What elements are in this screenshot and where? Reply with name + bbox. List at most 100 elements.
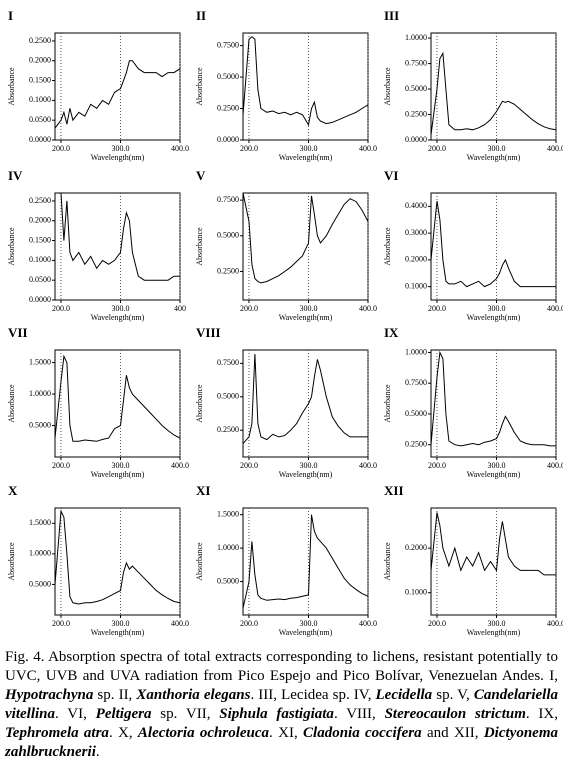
x-tick-label: 400.0 — [359, 619, 377, 628]
x-axis-label: Wavelength(nm) — [91, 628, 145, 637]
species: Dictyonema zahlbrucknerii — [5, 725, 558, 760]
x-axis-label: Wavelength(nm) — [467, 628, 521, 637]
species: Stereocaulon strictum — [384, 706, 526, 722]
species: Xanthoria elegans — [136, 687, 251, 703]
x-tick-label: 400.0 — [547, 461, 563, 470]
x-tick-label: 200.0 — [52, 144, 70, 153]
y-axis-label: Absorbance — [383, 384, 392, 423]
plot-frame — [430, 507, 557, 616]
y-tick-label: 1.5000 — [29, 357, 51, 366]
x-tick-label: 300.0 — [487, 304, 505, 313]
spectrum-panel: IV 0.0000 0.0500 0.1000 0.1500 0.2000 0.2500 20… — [7, 168, 186, 322]
x-tick-label: 300.0 — [299, 144, 317, 153]
spectrum-panel: XI 0.5000 1.0000 1.5000 200.0 300.0 400.0 Wavel… — [195, 483, 377, 637]
x-axis-label: Wavelength(nm) — [91, 470, 145, 479]
y-tick-label: 0.2500 — [405, 109, 427, 118]
x-tick-label: 400.0 — [171, 144, 189, 153]
x-axis-label: Wavelength(nm) — [467, 313, 521, 322]
y-tick-label: 0.7500 — [405, 378, 427, 387]
x-axis-label: Wavelength(nm) — [279, 153, 333, 162]
x-tick-label: 300.0 — [111, 304, 129, 313]
y-tick-label: 0.7500 — [217, 40, 239, 49]
x-tick-label: 300.0 — [111, 461, 129, 470]
x-tick-label: 200.0 — [428, 461, 446, 470]
panel-label: II — [196, 8, 206, 23]
spectrum-line — [242, 353, 368, 444]
panel-label: IX — [384, 325, 399, 340]
x-tick-label: 300.0 — [299, 619, 317, 628]
caption-text: . — [95, 744, 100, 760]
caption-text: sp. VII, — [151, 706, 220, 722]
x-tick-label: 300.0 — [111, 619, 129, 628]
y-tick-label: 0.2500 — [29, 196, 51, 205]
panel-label: V — [196, 168, 206, 183]
x-tick-label: 200.0 — [428, 144, 446, 153]
y-tick-label: 0.0000 — [29, 135, 51, 144]
panel-label: IV — [8, 168, 23, 183]
y-tick-label: 1.0000 — [405, 347, 427, 356]
caption-text: sp. V, — [432, 687, 474, 703]
y-tick-label: 0.7500 — [217, 195, 239, 204]
y-tick-label: 0.2000 — [405, 255, 427, 264]
x-tick-label: 400.0 — [171, 619, 189, 628]
y-axis-label: Absorbance — [195, 227, 204, 266]
x-axis-label: Wavelength(nm) — [467, 470, 521, 479]
spectrum-panel: VI 0.1000 0.2000 0.3000 0.4000 200.0 300.0 400.… — [383, 168, 563, 322]
y-axis-label: Absorbance — [7, 227, 16, 266]
y-tick-label: 0.2000 — [29, 216, 51, 225]
plot-frame — [242, 192, 369, 301]
y-tick-label: 0.1000 — [29, 255, 51, 264]
y-tick-label: 1.0000 — [405, 33, 427, 42]
panel-label: VII — [8, 325, 28, 340]
y-tick-label: 1.5000 — [217, 510, 239, 519]
y-tick-label: 0.1500 — [29, 235, 51, 244]
x-tick-label: 200.0 — [240, 619, 258, 628]
spectrum-panel: I 0.0000 0.0500 0.1000 0.1500 0.2000 0.2500 200… — [7, 8, 189, 162]
y-tick-label: 1.0000 — [29, 389, 51, 398]
x-tick-label: 200.0 — [428, 619, 446, 628]
x-axis-label: Wavelength(nm) — [279, 470, 333, 479]
x-axis-label: Wavelength(nm) — [467, 153, 521, 162]
x-axis-label: Wavelength(nm) — [279, 628, 333, 637]
y-axis-label: Absorbance — [195, 542, 204, 581]
caption-text: . VI, — [55, 706, 96, 722]
y-tick-label: 0.4000 — [405, 201, 427, 210]
spectrum-panel: II 0.0000 0.2500 0.5000 0.7500 200.0 300.0 400.… — [195, 8, 377, 162]
y-tick-label: 0.0000 — [217, 135, 239, 144]
x-tick-label: 400.0 — [171, 461, 189, 470]
spectrum-panel: IX 0.2500 0.5000 0.7500 1.0000 200.0 300.0 400.… — [383, 325, 563, 479]
species: Candelariella vitellina — [5, 687, 559, 722]
species: Peltigera — [95, 706, 152, 722]
caption-text: and XII, — [421, 725, 484, 741]
y-axis-label: Absorbance — [7, 67, 16, 106]
x-tick-label: 400.0 — [547, 304, 563, 313]
y-tick-label: 0.2500 — [405, 440, 427, 449]
spectrum-panel: VII 0.5000 1.0000 1.5000 200.0 300.0 400.0 Wave… — [7, 325, 189, 479]
x-tick-label: 400 — [174, 304, 186, 313]
x-tick-label: 200.0 — [240, 461, 258, 470]
y-axis-label: Absorbance — [7, 384, 16, 423]
spectrum-line — [430, 350, 556, 447]
x-tick-label: 200.0 — [240, 144, 258, 153]
y-tick-label: 0.2500 — [217, 266, 239, 275]
y-tick-label: 0.5000 — [405, 409, 427, 418]
spectrum-line — [430, 512, 556, 576]
species: Tephromela atra — [5, 725, 109, 741]
panel-label: XII — [384, 483, 404, 498]
caption-text: Fig. 4. Absorption spectra of total extr… — [5, 649, 558, 684]
y-tick-label: 0.5000 — [217, 231, 239, 240]
y-tick-label: 0.5000 — [29, 420, 51, 429]
y-tick-label: 0.5000 — [29, 579, 51, 588]
x-tick-label: 300.0 — [111, 144, 129, 153]
y-tick-label: 0.1000 — [405, 281, 427, 290]
panel-label: X — [8, 483, 18, 498]
plot-frame — [54, 32, 181, 141]
spectrum-line — [430, 200, 556, 288]
y-axis-label: Absorbance — [195, 384, 204, 423]
spectrum-panel: X 0.5000 1.0000 1.5000 200.0 300.0 400.0 Wavele… — [7, 483, 189, 637]
spectrum-line — [242, 36, 369, 127]
y-tick-label: 0.5000 — [405, 84, 427, 93]
y-tick-label: 0.7500 — [217, 358, 239, 367]
y-tick-label: 0.2500 — [217, 425, 239, 434]
spectrum-line — [54, 354, 181, 442]
